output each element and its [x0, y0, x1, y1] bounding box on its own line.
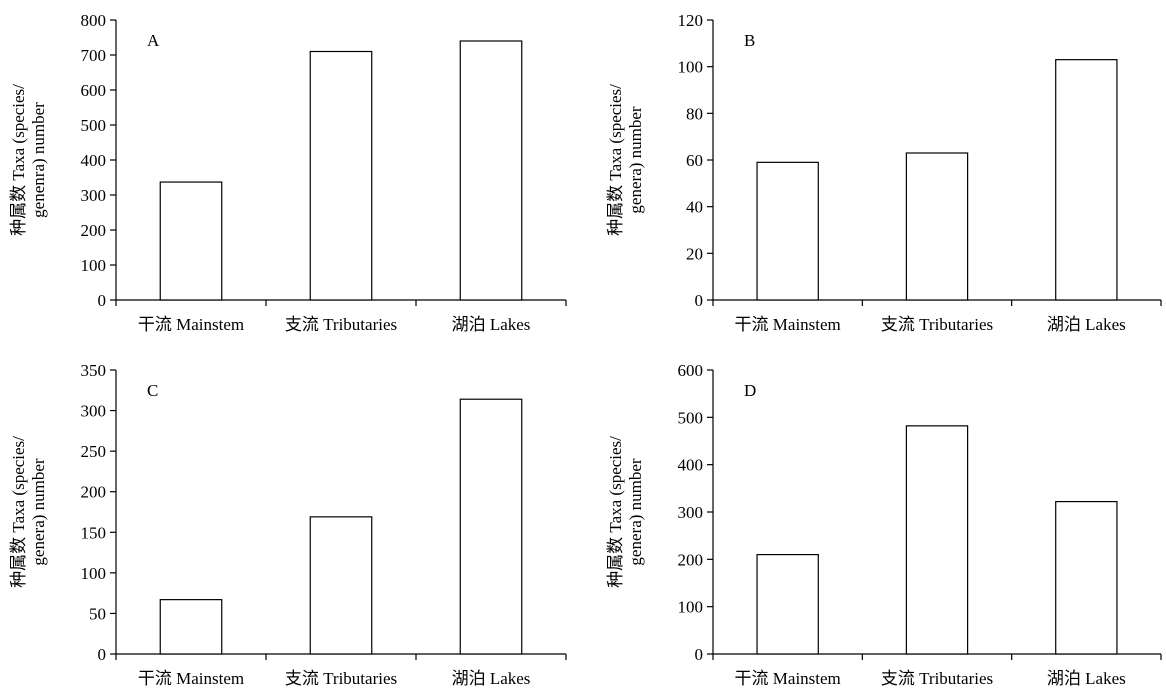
panel-c: 0 50 100 150 200 250 300 350 干流 Mainstem 支流 Tribu…: [9, 361, 567, 688]
panel-d-bar: [905, 425, 969, 655]
panel-b-y-tick-label: 20: [686, 244, 703, 263]
panel-c-bar: [459, 398, 523, 655]
panel-a: 0 100 200 300 400 500 600 700 800 干流 Mainstem 支流 T…: [9, 11, 567, 334]
panel-c-y-tick-label: 300: [81, 402, 107, 421]
panel-c-y-axis-label: 种属数 Taxa (species/genera) number: [9, 436, 48, 588]
panel-b-y-axis-label-line: genera) number: [626, 106, 645, 213]
panel-a-y-tick-label: 200: [81, 221, 107, 240]
panel-c-category-label: 干流 Mainstem: [138, 669, 244, 688]
panel-d-y-tick-label: 200: [678, 550, 704, 569]
panel-b-category-label: 湖泊 Lakes: [1047, 315, 1126, 334]
panel-d-bar: [1055, 500, 1118, 655]
panel-c-y-tick-label: 0: [98, 645, 107, 664]
panel-d-bar: [756, 553, 819, 655]
panel-c-category-label: 湖泊 Lakes: [452, 669, 531, 688]
panel-b-y-tick-label: 100: [678, 58, 704, 77]
panel-a-y-axis-label-line: 种属数 Taxa (species/: [9, 84, 28, 236]
panel-a-bar: [459, 40, 523, 301]
panel-d: 0 100 200 300 400 500 600 干流 Mainstem 支流 Tributa…: [606, 361, 1162, 688]
panel-b-y-tick-label: 40: [686, 198, 703, 217]
panel-b-category-label: 支流 Tributaries: [881, 315, 993, 334]
panel-a-y-tick-label: 300: [81, 186, 107, 205]
panel-d-y-axis-label: 种属数 Taxa (species/genera) number: [606, 436, 645, 588]
panel-d-y-tick-label: 0: [695, 645, 704, 664]
panel-d-category-label: 干流 Mainstem: [735, 669, 841, 688]
panel-d-y-tick-label: 500: [678, 408, 704, 427]
panel-b-letter: B: [744, 31, 755, 50]
panel-a-y-tick-label: 600: [81, 81, 107, 100]
panel-a-category-label: 支流 Tributaries: [285, 315, 397, 334]
panel-d-category-label: 湖泊 Lakes: [1047, 669, 1126, 688]
panel-c-y-tick-label: 200: [81, 483, 107, 502]
panel-c-letter: C: [147, 381, 158, 400]
panel-b-bar: [905, 152, 969, 301]
panel-c-bar: [159, 599, 223, 655]
panel-b-y-tick-label: 60: [686, 151, 703, 170]
panel-c-y-tick-label: 150: [81, 523, 107, 542]
panel-a-category-label: 干流 Mainstem: [138, 315, 244, 334]
panel-b-y-tick-label: 80: [686, 104, 703, 123]
panel-c-y-tick-label: 50: [89, 604, 106, 623]
panel-d-y-tick-label: 400: [678, 456, 704, 475]
panel-c-bar: [309, 516, 373, 655]
panel-c-y-tick-label: 100: [81, 564, 107, 583]
panel-b-y-axis-label: 种属数 Taxa (species/genera) number: [606, 84, 645, 236]
panel-a-bar: [159, 181, 223, 301]
panel-a-y-axis-label: 种属数 Taxa (species/genenra) number: [9, 84, 48, 236]
panel-a-y-tick-label: 0: [98, 291, 107, 310]
panel-b-bar: [1055, 59, 1118, 301]
panel-a-y-tick-label: 700: [81, 46, 107, 65]
panel-b-y-tick-label: 0: [695, 291, 704, 310]
panel-c-y-tick-label: 350: [81, 361, 107, 380]
panel-b-y-tick-label: 120: [678, 11, 704, 30]
panel-b-category-label: 干流 Mainstem: [735, 315, 841, 334]
panel-d-y-tick-label: 300: [678, 503, 704, 522]
panel-d-y-axis-label-line: genera) number: [626, 458, 645, 565]
panel-c-category-label: 支流 Tributaries: [285, 669, 397, 688]
panel-c-y-tick-label: 250: [81, 442, 107, 461]
panel-c-y-axis-label-line: 种属数 Taxa (species/: [9, 436, 28, 588]
panel-a-letter: A: [147, 31, 160, 50]
panel-c-y-axis-label-line: genera) number: [29, 458, 48, 565]
panel-a-bar: [309, 50, 373, 301]
panel-a-y-tick-label: 100: [81, 256, 107, 275]
panel-d-y-tick-label: 600: [678, 361, 704, 380]
panel-d-category-label: 支流 Tributaries: [881, 669, 993, 688]
panel-a-y-tick-label: 400: [81, 151, 107, 170]
panel-b-bar: [756, 161, 819, 301]
panel-a-y-tick-label: 500: [81, 116, 107, 135]
panel-a-y-axis-label-line: genenra) number: [29, 102, 48, 218]
panel-b-y-axis-label-line: 种属数 Taxa (species/: [606, 84, 625, 236]
panel-b: 0 20 40 60 80 100 120 干流 Mainstem 支流 Tributaries…: [606, 11, 1162, 334]
panel-a-y-tick-label: 800: [81, 11, 107, 30]
panel-d-y-axis-label-line: 种属数 Taxa (species/: [606, 436, 625, 588]
panel-d-y-tick-label: 100: [678, 598, 704, 617]
panel-d-letter: D: [744, 381, 756, 400]
panel-a-category-label: 湖泊 Lakes: [452, 315, 531, 334]
